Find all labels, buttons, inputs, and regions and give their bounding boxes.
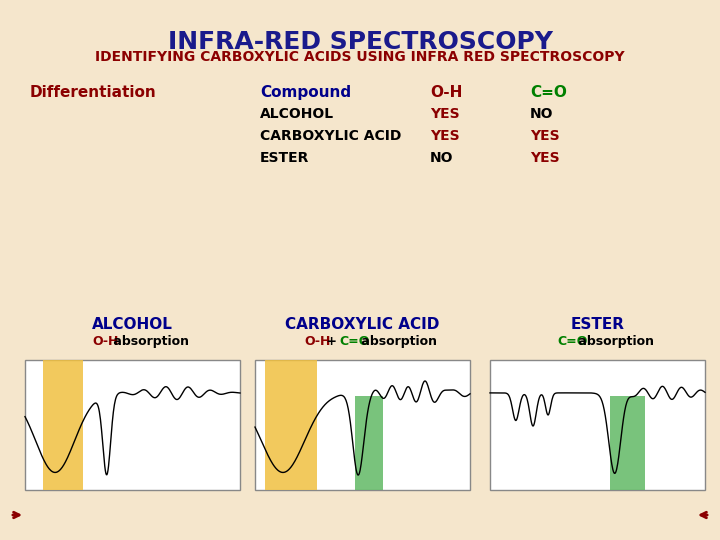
Text: YES: YES	[430, 107, 459, 121]
Text: Compound: Compound	[260, 85, 351, 100]
Text: +: +	[322, 335, 341, 348]
Bar	[43, 360, 83, 490]
Text: O-H: O-H	[305, 335, 331, 348]
Bar	[610, 396, 645, 490]
Bar	[490, 360, 705, 490]
Text: Differentiation: Differentiation	[30, 85, 157, 100]
Text: absorption: absorption	[356, 335, 437, 348]
Text: YES: YES	[530, 151, 559, 165]
Text: NO: NO	[530, 107, 554, 121]
Bar	[355, 396, 383, 490]
Text: C=O: C=O	[557, 335, 588, 348]
Text: C=O: C=O	[530, 85, 567, 100]
Text: absorption: absorption	[575, 335, 654, 348]
Text: IDENTIFYING CARBOXYLIC ACIDS USING INFRA RED SPECTROSCOPY: IDENTIFYING CARBOXYLIC ACIDS USING INFRA…	[95, 50, 625, 64]
Text: ALCOHOL: ALCOHOL	[92, 317, 173, 332]
Text: YES: YES	[530, 129, 559, 143]
Text: absorption: absorption	[109, 335, 189, 348]
Text: INFRA-RED SPECTROSCOPY: INFRA-RED SPECTROSCOPY	[168, 30, 552, 54]
Bar	[25, 360, 240, 490]
Bar	[255, 360, 470, 490]
Text: ESTER: ESTER	[260, 151, 310, 165]
Text: O-H: O-H	[92, 335, 118, 348]
Bar	[265, 360, 317, 490]
Text: O-H: O-H	[430, 85, 462, 100]
Text: C=O: C=O	[339, 335, 369, 348]
Text: YES: YES	[430, 129, 459, 143]
Text: ESTER: ESTER	[570, 317, 624, 332]
Text: ALCOHOL: ALCOHOL	[260, 107, 334, 121]
Text: CARBOXYLIC ACID: CARBOXYLIC ACID	[285, 317, 440, 332]
Text: CARBOXYLIC ACID: CARBOXYLIC ACID	[260, 129, 401, 143]
Text: NO: NO	[430, 151, 454, 165]
